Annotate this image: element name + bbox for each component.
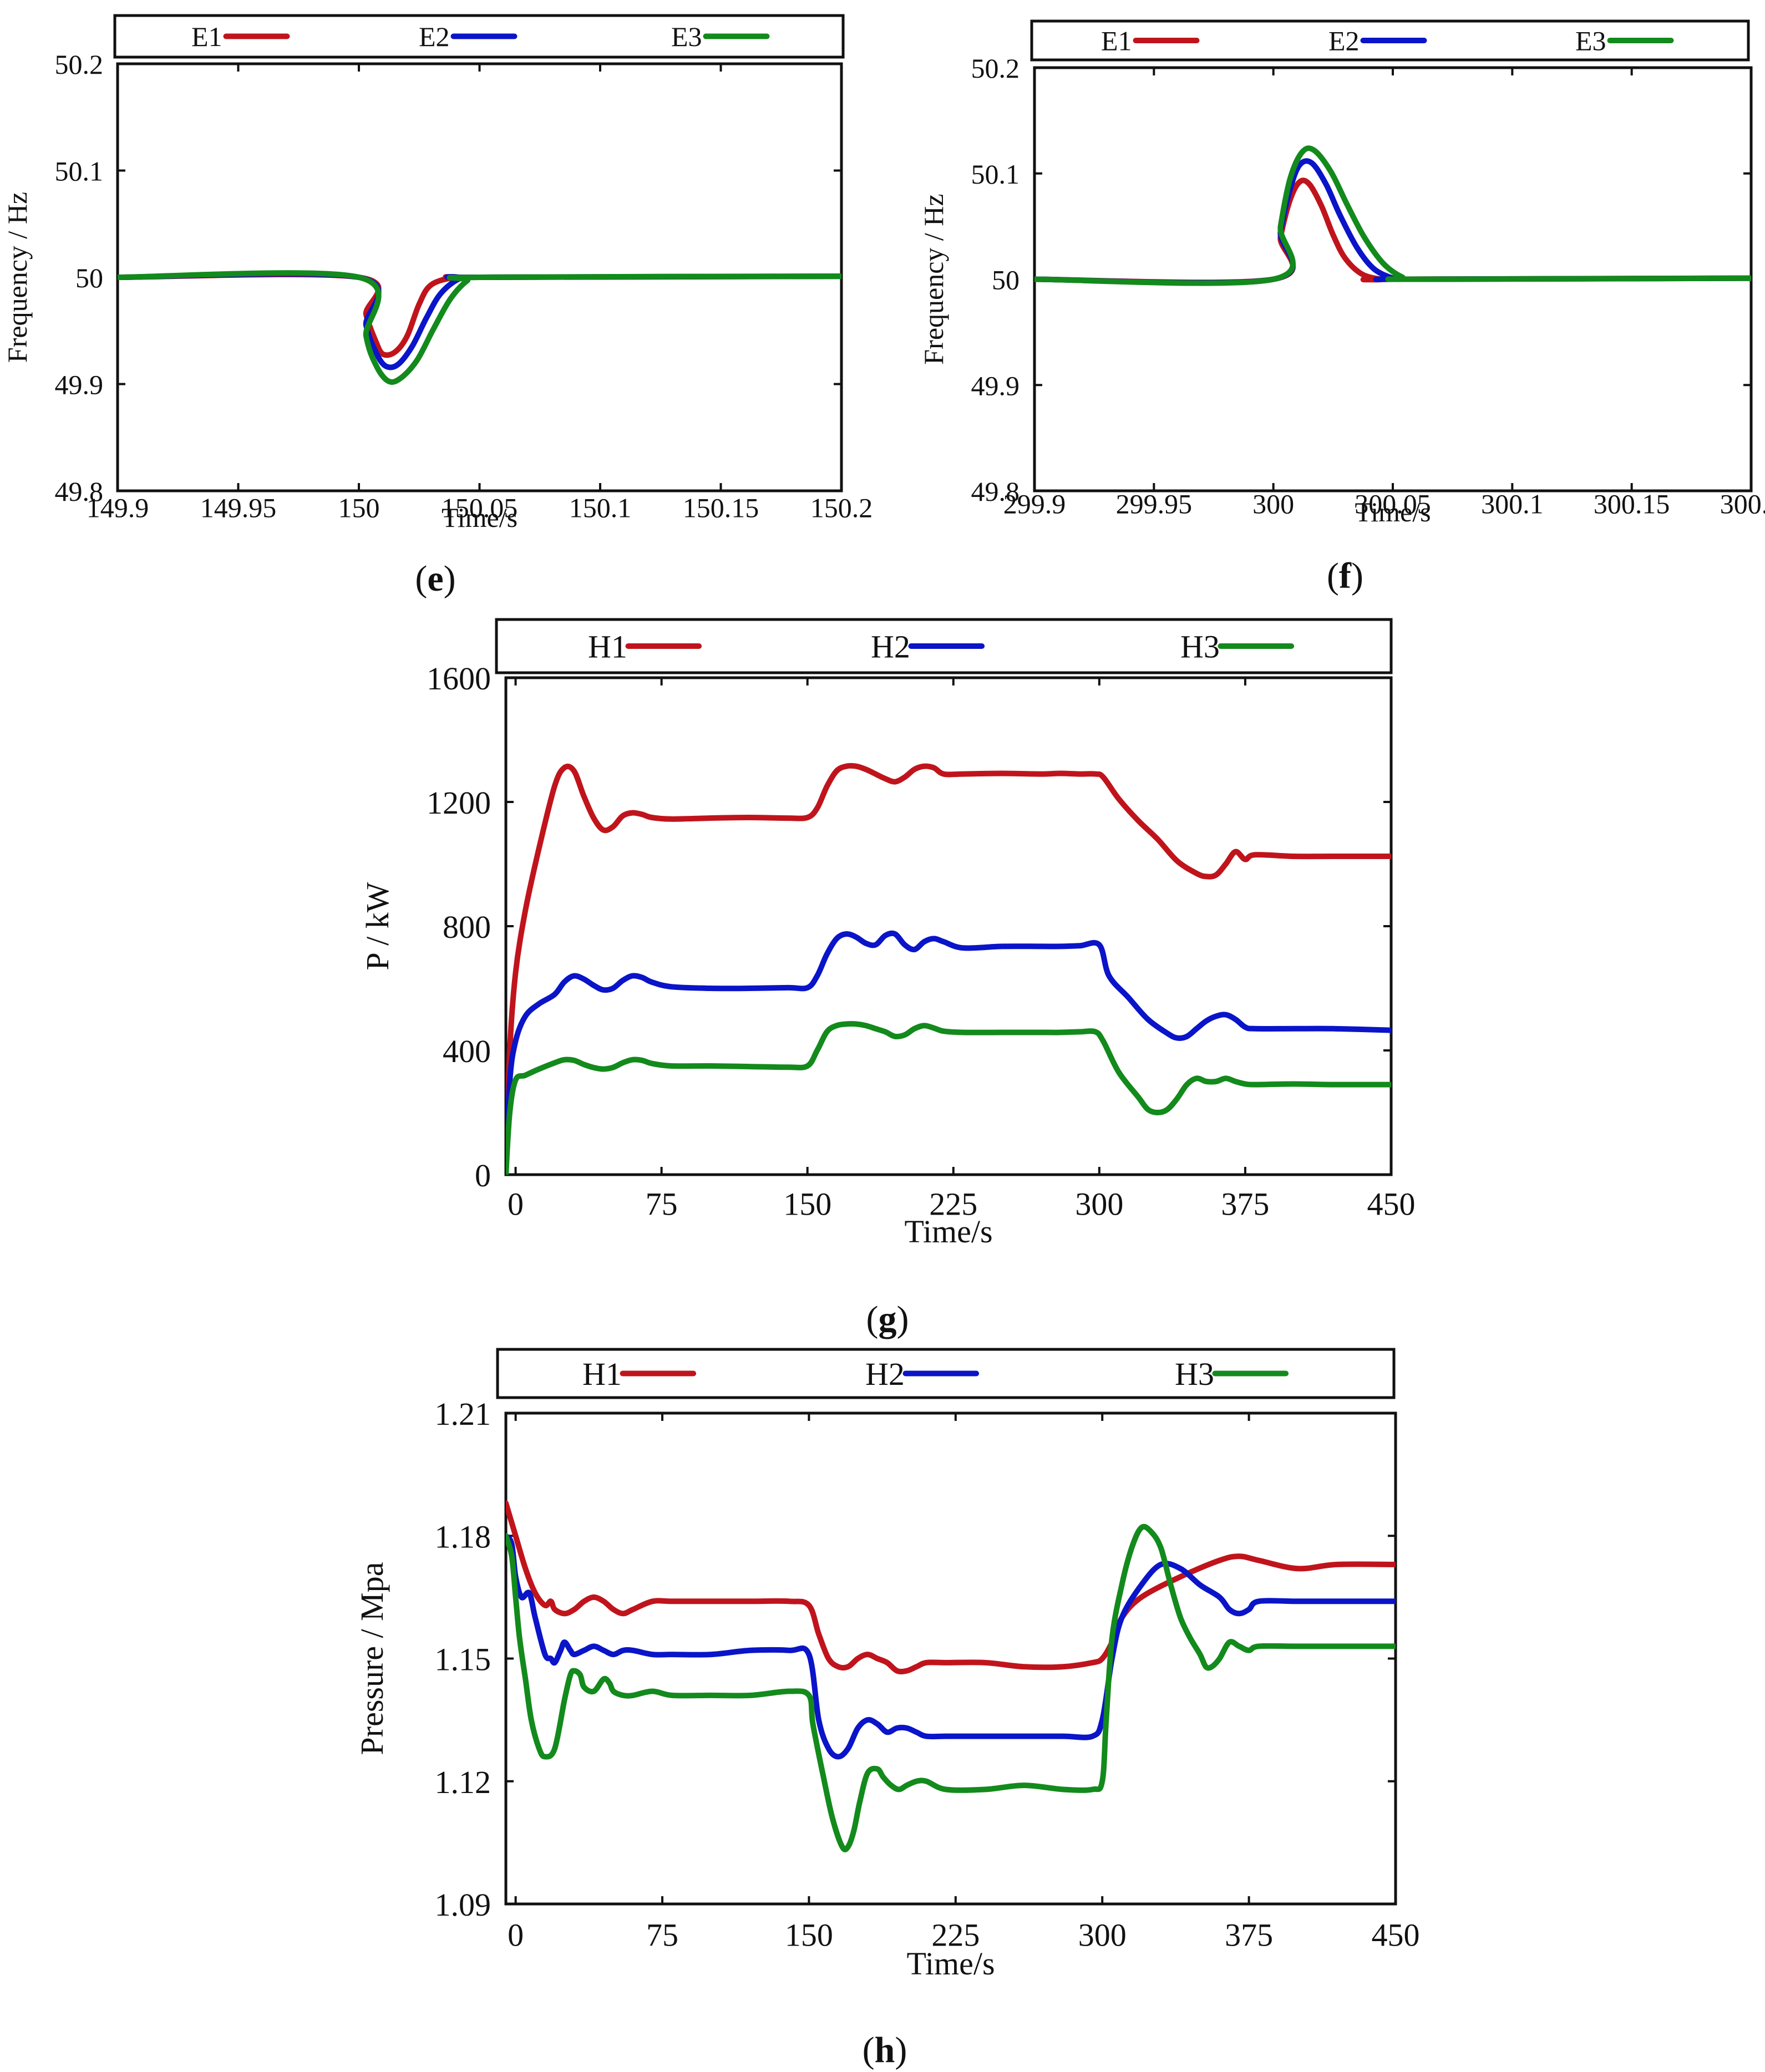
y-tick-label: 1.18	[435, 1519, 491, 1555]
x-tick-label: 299.95	[1116, 489, 1193, 520]
x-axis-label: Time/s	[442, 502, 518, 533]
legend-label-e1: E1	[1101, 26, 1132, 57]
x-tick-label: 299.9	[1003, 489, 1066, 520]
panel-caption: (g)	[866, 1299, 909, 1339]
legend-label-e3: E3	[671, 21, 702, 52]
y-tick-label: 1.09	[435, 1887, 491, 1923]
x-axis-label: Time/s	[1355, 496, 1431, 527]
series-line-e3	[1034, 145, 1751, 286]
x-axis-label: Time/s	[906, 1946, 995, 1982]
x-tick-label: 150.05	[442, 492, 518, 524]
x-tick-label: 225	[931, 1917, 980, 1953]
legend-label-e2: E2	[1328, 26, 1360, 57]
y-axis-label: P / kW	[359, 882, 395, 970]
y-tick-label: 50.2	[971, 53, 1020, 84]
series-line-h3	[506, 1523, 1396, 1852]
chart-g: H1 H2 H3 0 400 800 1200 1600 0 75 150 225 300 375 450 T…	[359, 618, 1416, 1339]
series-group	[118, 270, 841, 385]
x-tick-label: 150	[785, 1917, 833, 1953]
x-tick-label: 300.2	[1720, 489, 1765, 520]
y-tick-label: 50.2	[55, 49, 104, 80]
x-tick-label: 300.05	[1355, 489, 1431, 520]
series-line-h1	[506, 763, 1391, 1175]
series-line-e1	[1034, 177, 1751, 286]
x-tick-label: 300	[1075, 1186, 1123, 1222]
legend-label-e2: E2	[419, 21, 450, 52]
y-axis-label: Frequency / Hz	[918, 194, 949, 364]
x-tick-label: 0	[508, 1917, 524, 1953]
chart-h: H1 H2 H3 1.09 1.12 1.15 1.18 1.21 0 75 150 225 300 37…	[354, 1348, 1420, 2070]
series-group	[506, 1500, 1396, 1852]
y-tick-label: 1200	[427, 785, 491, 821]
series-line-h2	[506, 930, 1391, 1175]
x-tick-label: 375	[1225, 1917, 1273, 1953]
y-tick-label: 1.21	[435, 1396, 491, 1432]
x-axis-label: Time/s	[904, 1213, 992, 1250]
legend-label-h1: H1	[582, 1356, 622, 1392]
x-tick-label: 150	[783, 1186, 831, 1222]
x-tick-label: 300.15	[1594, 489, 1670, 520]
chart-e: E1 E2 E3 49.8 49.9 50 50.1 50.2 149.9 149.95 150 15…	[2, 14, 873, 599]
series-line-e2	[118, 271, 841, 370]
y-axis-label: Frequency / Hz	[2, 192, 33, 363]
series-group	[506, 763, 1391, 1175]
x-tick-label: 150.2	[810, 492, 873, 524]
legend-label-h1: H1	[588, 628, 627, 664]
y-tick-label: 400	[443, 1033, 491, 1069]
panel-caption: (h)	[863, 2030, 907, 2070]
y-tick-label: 1600	[427, 661, 491, 697]
x-tick-label: 75	[646, 1186, 678, 1222]
x-tick-label: 450	[1367, 1186, 1416, 1222]
legend-label-e1: E1	[191, 21, 222, 52]
series-group	[1034, 145, 1751, 286]
x-tick-label: 149.9	[87, 492, 149, 524]
x-tick-label: 225	[929, 1186, 977, 1222]
x-tick-label: 75	[646, 1917, 678, 1953]
y-tick-label: 50.1	[971, 159, 1020, 190]
panel-caption: (f)	[1327, 556, 1363, 596]
x-tick-label: 375	[1221, 1186, 1269, 1222]
legend-label-h3: H3	[1180, 628, 1220, 664]
x-tick-label: 300	[1078, 1917, 1127, 1953]
legend-label-h2: H2	[871, 628, 910, 664]
legend-label-h2: H2	[865, 1356, 905, 1392]
x-tick-label: 150.15	[683, 492, 759, 524]
y-tick-label: 49.8	[971, 476, 1020, 507]
y-tick-label: 49.9	[971, 370, 1020, 401]
series-line-h3	[506, 1021, 1391, 1175]
legend-label-e3: E3	[1575, 26, 1606, 57]
x-tick-label: 300.1	[1481, 489, 1544, 520]
y-tick-label: 800	[443, 909, 491, 945]
y-tick-label: 1.15	[435, 1642, 491, 1678]
x-tick-label: 0	[508, 1186, 524, 1222]
legend-label-h3: H3	[1175, 1356, 1214, 1392]
y-tick-label: 0	[475, 1157, 491, 1194]
series-line-e1	[118, 272, 841, 358]
x-tick-label: 149.95	[200, 492, 277, 524]
y-tick-label: 49.9	[55, 369, 104, 400]
series-line-h2	[506, 1533, 1396, 1760]
x-tick-label: 450	[1372, 1917, 1420, 1953]
y-tick-label: 1.12	[435, 1764, 491, 1800]
y-tick-label: 50	[75, 262, 103, 293]
y-axis-label: Pressure / Mpa	[354, 1562, 390, 1755]
plot-frame	[504, 1411, 1397, 1906]
x-tick-label: 300	[1252, 489, 1294, 520]
x-tick-label: 150.1	[569, 492, 632, 524]
y-tick-label: 50.1	[55, 156, 104, 187]
chart-f: E1 E2 E3 49.8 49.9 50 50.1 50.2 299.9 299.95 300 30…	[918, 19, 1765, 596]
series-line-e3	[118, 270, 841, 385]
x-tick-label: 150	[338, 492, 380, 524]
y-tick-label: 50	[992, 265, 1020, 296]
series-line-e2	[1034, 158, 1751, 286]
y-tick-label: 49.8	[55, 476, 104, 507]
plot-frame	[504, 676, 1393, 1176]
panel-caption: (e)	[415, 558, 455, 599]
